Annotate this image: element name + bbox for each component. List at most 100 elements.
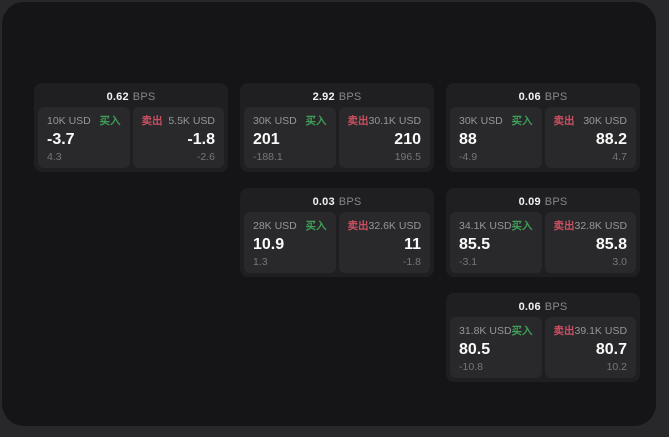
sell-price: 80.7 — [595, 340, 627, 358]
sell-side-label: 卖出 — [347, 220, 369, 232]
sell-size-label: 32.8K USD — [574, 220, 628, 232]
bps-value: 0.62 — [106, 91, 129, 103]
buy-size-label: 28K USD — [253, 220, 297, 232]
sell-price: 88.2 — [595, 130, 627, 148]
card-body: 10K USD 买入 -3.7 4.3 卖出 5.5K USD -1.8 -2.… — [38, 107, 224, 168]
buy-size-label: 31.8K USD — [459, 325, 512, 337]
quote-card: 2.92 BPS 30K USD 买入 201 -188.1 卖出 30.1K … — [240, 83, 434, 172]
app-surface: 0.62 BPS 10K USD 买入 -3.7 4.3 卖出 5.5K USD… — [2, 2, 656, 426]
sell-quote-panel[interactable]: 卖出 32.6K USD 11 -1.8 — [338, 212, 430, 273]
bps-unit-label: BPS — [544, 301, 568, 313]
buy-price: 80.5 — [459, 340, 491, 358]
quote-card: 0.06 BPS 30K USD 买入 88 -4.9 卖出 30K USD 8… — [446, 83, 640, 172]
bps-value: 0.06 — [518, 301, 541, 313]
sell-delta: 10.2 — [606, 360, 627, 373]
sell-quote-panel[interactable]: 卖出 39.1K USD 80.7 10.2 — [544, 317, 636, 378]
bps-unit-label: BPS — [544, 91, 568, 103]
sell-panel-header: 卖出 30K USD — [554, 113, 628, 128]
quote-card: 0.06 BPS 31.8K USD 买入 80.5 -10.8 卖出 39.1… — [446, 293, 640, 382]
buy-price: 201 — [253, 130, 280, 148]
sell-size-label: 30.1K USD — [368, 115, 422, 127]
buy-delta: 1.3 — [253, 255, 268, 268]
card-header: 2.92 BPS — [244, 87, 430, 107]
card-body: 34.1K USD 买入 85.5 -3.1 卖出 32.8K USD 85.8… — [450, 212, 636, 273]
bps-unit-label: BPS — [338, 91, 362, 103]
sell-size-label: 39.1K USD — [574, 325, 628, 337]
buy-side-label: 买入 — [511, 115, 533, 127]
buy-quote-panel[interactable]: 30K USD 买入 201 -188.1 — [244, 107, 336, 168]
buy-side-label: 买入 — [305, 115, 327, 127]
buy-quote-panel[interactable]: 34.1K USD 买入 85.5 -3.1 — [450, 212, 542, 273]
sell-side-label: 卖出 — [553, 220, 575, 232]
card-body: 30K USD 买入 201 -188.1 卖出 30.1K USD 210 1… — [244, 107, 430, 168]
sell-panel-header: 卖出 32.6K USD — [348, 218, 422, 233]
buy-quote-panel[interactable]: 10K USD 买入 -3.7 4.3 — [38, 107, 130, 168]
buy-delta: -4.9 — [459, 150, 478, 163]
buy-panel-header: 34.1K USD 买入 — [459, 218, 533, 233]
quote-card: 0.62 BPS 10K USD 买入 -3.7 4.3 卖出 5.5K USD… — [34, 83, 228, 172]
buy-quote-panel[interactable]: 31.8K USD 买入 80.5 -10.8 — [450, 317, 542, 378]
buy-panel-header: 31.8K USD 买入 — [459, 323, 533, 338]
buy-delta: 4.3 — [47, 150, 62, 163]
sell-price: 210 — [394, 130, 421, 148]
card-header: 0.62 BPS — [38, 87, 224, 107]
buy-panel-header: 10K USD 买入 — [47, 113, 121, 128]
card-body: 31.8K USD 买入 80.5 -10.8 卖出 39.1K USD 80.… — [450, 317, 636, 378]
quote-card: 0.09 BPS 34.1K USD 买入 85.5 -3.1 卖出 32.8K… — [446, 188, 640, 277]
sell-panel-header: 卖出 39.1K USD — [554, 323, 628, 338]
sell-size-label: 5.5K USD — [168, 115, 215, 127]
buy-delta: -188.1 — [253, 150, 283, 163]
sell-panel-header: 卖出 32.8K USD — [554, 218, 628, 233]
buy-side-label: 买入 — [305, 220, 327, 232]
bps-value: 2.92 — [312, 91, 335, 103]
bps-value: 0.09 — [518, 196, 541, 208]
sell-price: 11 — [404, 235, 421, 253]
sell-quote-panel[interactable]: 卖出 30K USD 88.2 4.7 — [544, 107, 636, 168]
sell-delta: 4.7 — [612, 150, 627, 163]
sell-quote-panel[interactable]: 卖出 30.1K USD 210 196.5 — [338, 107, 430, 168]
card-body: 30K USD 买入 88 -4.9 卖出 30K USD 88.2 4.7 — [450, 107, 636, 168]
buy-side-label: 买入 — [511, 220, 533, 232]
buy-panel-header: 30K USD 买入 — [253, 113, 327, 128]
quote-card: 0.03 BPS 28K USD 买入 10.9 1.3 卖出 32.6K US… — [240, 188, 434, 277]
sell-side-label: 卖出 — [553, 325, 575, 337]
sell-delta: -2.6 — [196, 150, 215, 163]
sell-side-label: 卖出 — [553, 115, 575, 127]
buy-quote-panel[interactable]: 28K USD 买入 10.9 1.3 — [244, 212, 336, 273]
sell-panel-header: 卖出 30.1K USD — [348, 113, 422, 128]
buy-size-label: 34.1K USD — [459, 220, 512, 232]
sell-quote-panel[interactable]: 卖出 32.8K USD 85.8 3.0 — [544, 212, 636, 273]
card-body: 28K USD 买入 10.9 1.3 卖出 32.6K USD 11 -1.8 — [244, 212, 430, 273]
sell-panel-header: 卖出 5.5K USD — [142, 113, 216, 128]
sell-size-label: 32.6K USD — [368, 220, 422, 232]
buy-price: -3.7 — [47, 130, 75, 148]
buy-price: 88 — [459, 130, 477, 148]
buy-side-label: 买入 — [99, 115, 121, 127]
card-header: 0.03 BPS — [244, 192, 430, 212]
sell-price: -1.8 — [187, 130, 215, 148]
card-header: 0.06 BPS — [450, 87, 636, 107]
buy-side-label: 买入 — [511, 325, 533, 337]
sell-delta: -1.8 — [402, 255, 421, 268]
buy-size-label: 30K USD — [459, 115, 503, 127]
buy-price: 85.5 — [459, 235, 491, 253]
sell-quote-panel[interactable]: 卖出 5.5K USD -1.8 -2.6 — [132, 107, 224, 168]
sell-price: 85.8 — [595, 235, 627, 253]
buy-panel-header: 30K USD 买入 — [459, 113, 533, 128]
bps-unit-label: BPS — [544, 196, 568, 208]
buy-quote-panel[interactable]: 30K USD 买入 88 -4.9 — [450, 107, 542, 168]
sell-side-label: 卖出 — [347, 115, 369, 127]
bps-unit-label: BPS — [338, 196, 362, 208]
bps-value: 0.03 — [312, 196, 335, 208]
card-header: 0.06 BPS — [450, 297, 636, 317]
sell-delta: 3.0 — [612, 255, 627, 268]
sell-delta: 196.5 — [394, 150, 421, 163]
buy-price: 10.9 — [253, 235, 285, 253]
sell-side-label: 卖出 — [141, 115, 163, 127]
card-header: 0.09 BPS — [450, 192, 636, 212]
buy-delta: -3.1 — [459, 255, 478, 268]
sell-size-label: 30K USD — [583, 115, 627, 127]
buy-size-label: 10K USD — [47, 115, 91, 127]
bps-value: 0.06 — [518, 91, 541, 103]
